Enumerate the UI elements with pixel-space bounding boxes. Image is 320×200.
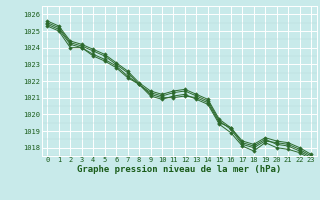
X-axis label: Graphe pression niveau de la mer (hPa): Graphe pression niveau de la mer (hPa) [77,165,281,174]
